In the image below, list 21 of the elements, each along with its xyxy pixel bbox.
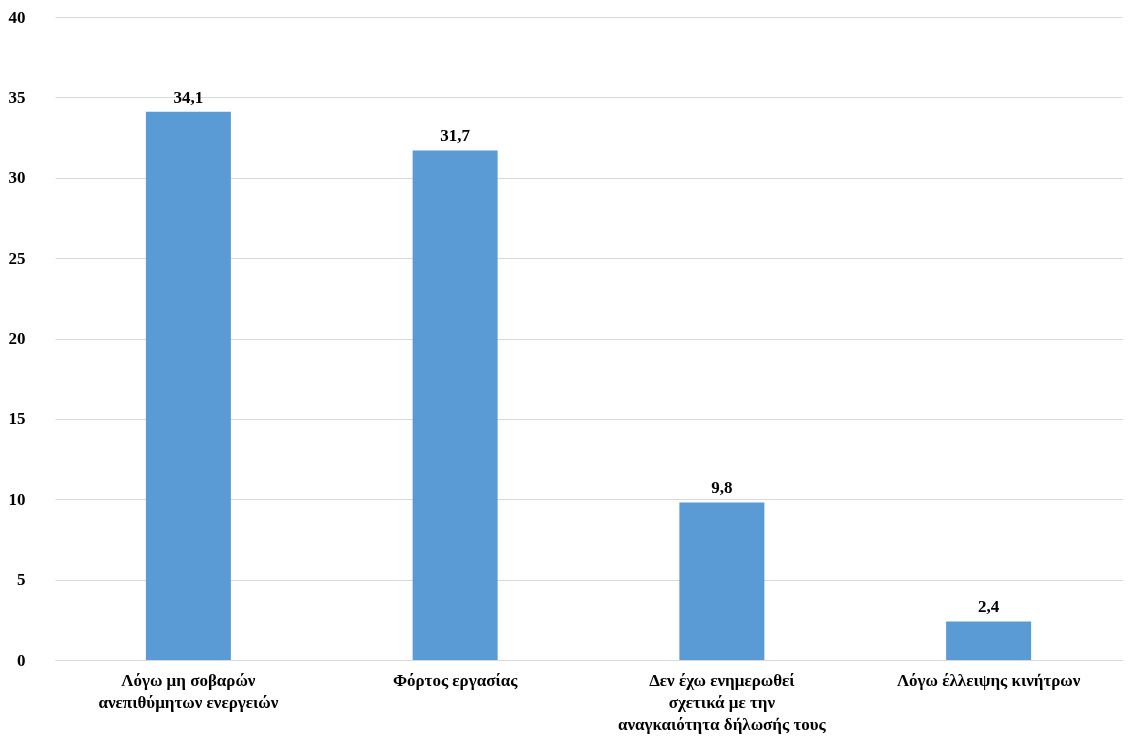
y-tick-label: 10 (8, 489, 26, 509)
y-tick-label: 20 (8, 329, 26, 348)
y-tick-label: 40 (8, 7, 26, 27)
y-tick-label: 15 (8, 409, 26, 429)
bar (946, 621, 1032, 660)
bar (412, 150, 498, 660)
x-tick-label: Λόγω έλλειψης κινήτρων (896, 670, 1081, 690)
y-tick-label: 5 (17, 570, 26, 590)
bar (145, 111, 231, 660)
bar (679, 502, 765, 660)
data-label: 31,7 (440, 126, 471, 146)
y-tick-label: 0 (17, 650, 26, 670)
x-tick-label: Δεν έχω ενημερωθεί σχετικά με την αναγκαιότητα δήλωσής τους (618, 670, 827, 734)
data-label: 2,4 (978, 597, 1000, 617)
x-tick-label: Φόρτος εργασίας (392, 670, 519, 690)
data-label: 34,1 (173, 87, 204, 107)
x-tick-label: Λόγω μη σοβαρών ανεπιθύμητων ενεργειών (98, 670, 279, 712)
data-label: 9,8 (711, 478, 733, 498)
y-tick-label: 35 (8, 87, 26, 107)
y-tick-label: 30 (8, 168, 26, 188)
y-tick-label: 25 (8, 248, 26, 268)
